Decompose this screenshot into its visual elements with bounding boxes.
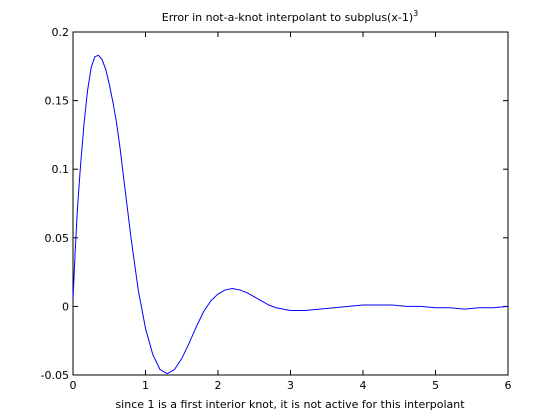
y-tick-label-0: -0.05 bbox=[41, 369, 69, 382]
chart-title-superscript: 3 bbox=[413, 9, 418, 18]
y-tick-label-5: 0.2 bbox=[52, 26, 70, 39]
x-tick-label-2: 2 bbox=[215, 379, 222, 392]
chart-title: Error in not-a-knot interpolant to subpl… bbox=[162, 9, 418, 24]
x-tick-label-4: 4 bbox=[360, 379, 367, 392]
y-tick-label-2: 0.05 bbox=[45, 232, 70, 245]
plot-area bbox=[72, 31, 509, 376]
y-tick-label-3: 0.1 bbox=[52, 163, 70, 176]
x-tick-label-6: 6 bbox=[505, 379, 512, 392]
x-tick-label-1: 1 bbox=[142, 379, 149, 392]
y-tick-label-1: 0 bbox=[62, 300, 69, 313]
y-tick-label-4: 0.15 bbox=[45, 95, 70, 108]
x-tick-label-0: 0 bbox=[70, 379, 77, 392]
series-line bbox=[72, 54, 509, 375]
x-axis: 0 1 2 3 4 5 6 bbox=[70, 32, 512, 392]
x-tick-label-3: 3 bbox=[287, 379, 294, 392]
x-axis-label: since 1 is a first interior knot, it is … bbox=[115, 398, 465, 411]
x-tick-label-5: 5 bbox=[432, 379, 439, 392]
